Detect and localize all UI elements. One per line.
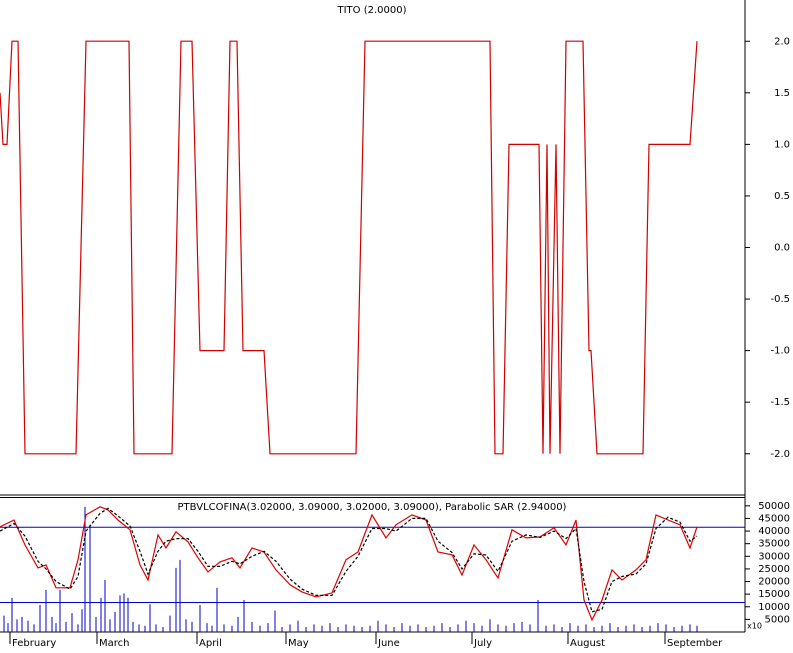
series-line: [0, 507, 698, 613]
series-line: [0, 40, 698, 455]
scale-note: x10: [747, 622, 762, 631]
x-tick-label: July: [473, 638, 492, 649]
x-tick-label: September: [667, 638, 723, 649]
y-tick-label: -1.5: [770, 397, 790, 408]
y-tick-label: 40000: [758, 526, 790, 537]
x-tick-label: February: [12, 638, 56, 649]
x-tick-label: March: [99, 638, 129, 649]
x-tick-label: April: [199, 638, 222, 649]
y-tick-label: -0.5: [770, 294, 790, 305]
y-tick-label: 1.5: [774, 88, 790, 99]
y-tick-label: -2.0: [770, 449, 790, 460]
x-tick-label: May: [288, 638, 309, 649]
y-tick-label: 5000: [765, 614, 790, 625]
series-line: [0, 506, 698, 622]
y-tick-label: 15000: [758, 589, 790, 600]
x-tick-label: June: [377, 638, 400, 649]
y-tick-label: 2.0: [774, 36, 790, 47]
chart-title: TITO (2.0000): [336, 5, 406, 16]
y-tick-label: 30000: [758, 551, 790, 562]
y-tick-label: -1.0: [770, 346, 790, 357]
y-tick-label: 50000: [758, 501, 790, 512]
y-tick-label: 10000: [758, 602, 790, 613]
y-tick-label: 45000: [758, 513, 790, 524]
y-tick-label: 1.0: [774, 139, 790, 150]
x-tick-label: August: [570, 638, 605, 649]
chart-title: PTBVLCOFINA(3.02000, 3.09000, 3.02000, 3…: [178, 502, 567, 513]
y-tick-label: 0.5: [774, 191, 790, 202]
y-tick-label: 0.0: [774, 243, 790, 254]
y-tick-label: 25000: [758, 564, 790, 575]
y-tick-label: 35000: [758, 539, 790, 550]
y-tick-label: 20000: [758, 577, 790, 588]
